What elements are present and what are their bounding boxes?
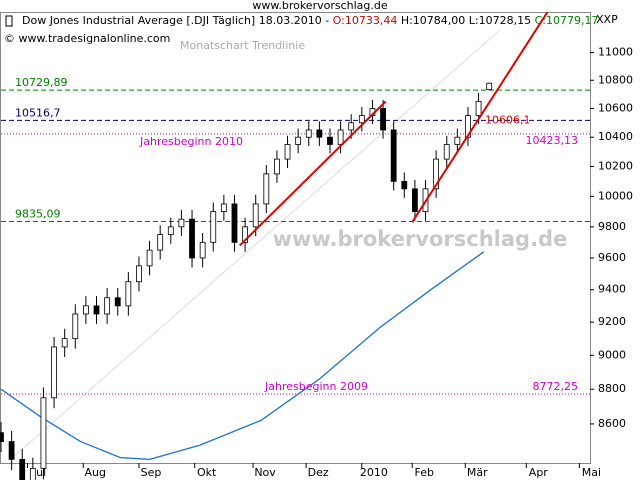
candle-body <box>72 313 79 340</box>
level-name: Jahresbeginn 2009 <box>264 380 368 393</box>
candle-body <box>358 115 365 124</box>
info-line: Dow Jones Industrial Average [.DJI Tägli… <box>22 14 598 27</box>
trendline <box>411 11 549 223</box>
y-tick-label: 9800 <box>598 220 626 233</box>
candle-body <box>380 108 386 131</box>
chart-title: www.brokervorschlag.de <box>252 0 388 12</box>
candle-body <box>443 144 450 160</box>
candle-body <box>316 129 323 138</box>
y-tick-label: 11000 <box>598 46 633 59</box>
x-tick-label: Mai <box>582 466 601 479</box>
trendline-label: 10606,1 <box>485 114 531 127</box>
y-tick-label: 10800 <box>598 73 633 86</box>
candle-body <box>284 144 291 160</box>
candle-body <box>29 468 36 480</box>
candle-body <box>0 432 4 442</box>
candle-body <box>104 297 111 315</box>
candle-body <box>114 297 121 307</box>
candle-body <box>8 441 15 460</box>
candle-body <box>19 459 26 480</box>
candle-body <box>327 136 333 145</box>
x-tick-label: Apr <box>529 466 549 479</box>
y-tick-label: 10000 <box>598 189 633 202</box>
level-label: 10729,89 <box>15 76 68 89</box>
candle-body <box>390 129 397 182</box>
candle-body <box>167 226 174 235</box>
plot-frame <box>0 12 591 464</box>
x-tick-label: Okt <box>197 466 217 479</box>
info-close: C:10779,17 <box>535 14 599 27</box>
level-name: Jahresbeginn 2010 <box>139 135 243 148</box>
candle-body <box>199 241 206 259</box>
candle-body <box>93 305 100 315</box>
y-tick-label: 9200 <box>598 315 626 328</box>
x-tick-label: Nov <box>254 466 276 479</box>
info-high-low: H:10784,00 L:10728,15 <box>397 14 534 27</box>
candle-body <box>274 158 280 175</box>
candle-body <box>411 188 418 212</box>
candle-body <box>252 203 259 228</box>
candle-body <box>348 122 355 131</box>
candle-body <box>263 173 270 205</box>
y-tick-label: 9000 <box>598 348 626 361</box>
moving-average <box>1 252 484 460</box>
x-tick-label: 2010 <box>360 466 388 479</box>
x-tick-label: Feb <box>414 466 433 479</box>
x-tick-label: Mär <box>467 466 488 479</box>
candle-body <box>337 129 344 145</box>
candle-body <box>475 100 482 117</box>
level-label: 9835,09 <box>15 207 61 220</box>
y-tick-label: 8800 <box>598 382 626 395</box>
candle-body <box>433 158 440 190</box>
y-tick-label: 10600 <box>598 101 633 114</box>
candle-body <box>231 203 238 243</box>
y-tick-label: 8600 <box>598 417 626 430</box>
channel-label: Monatschart Trendlinie <box>180 39 305 52</box>
watermark: www.brokervorschlag.de <box>273 227 568 251</box>
candle-body <box>157 234 164 251</box>
candle-body <box>83 305 89 315</box>
x-tick-label: Sep <box>141 466 162 479</box>
level-label: 10423,13 <box>526 134 579 147</box>
candle-body <box>295 136 302 145</box>
candle-body <box>40 397 47 469</box>
info-text: Dow Jones Industrial Average [.DJI Tägli… <box>22 14 333 27</box>
candle-body <box>178 218 185 228</box>
y-tick-label: 9600 <box>598 251 626 264</box>
candle-body <box>401 180 408 190</box>
candle-body <box>486 82 493 90</box>
x-tick-label: Aug <box>85 466 106 479</box>
candle-body <box>454 136 461 145</box>
y-tick-label: 10200 <box>598 160 633 173</box>
candle-body <box>136 265 142 283</box>
level-label: 10516,7 <box>15 106 61 119</box>
candle-body <box>305 129 312 138</box>
candle-body <box>61 338 68 348</box>
y-tick-label: 10400 <box>598 130 633 143</box>
candle-body <box>242 226 248 243</box>
candle-body <box>51 346 57 399</box>
axis-code: XXP <box>596 13 618 26</box>
source: © www.tradesignalonline.com <box>4 32 170 45</box>
channel-line <box>9 29 501 461</box>
info-icon <box>5 15 13 27</box>
candle-body <box>125 281 132 307</box>
candle-body <box>210 211 217 243</box>
candle-body <box>189 218 195 259</box>
trendline <box>239 100 387 247</box>
level-label: 8772,25 <box>533 380 579 393</box>
candle-body <box>146 249 153 267</box>
info-open: O:10733,44 <box>333 14 398 27</box>
y-tick-label: 9400 <box>598 283 626 296</box>
candle-body <box>220 203 227 212</box>
x-tick-label: Dez <box>308 466 329 479</box>
